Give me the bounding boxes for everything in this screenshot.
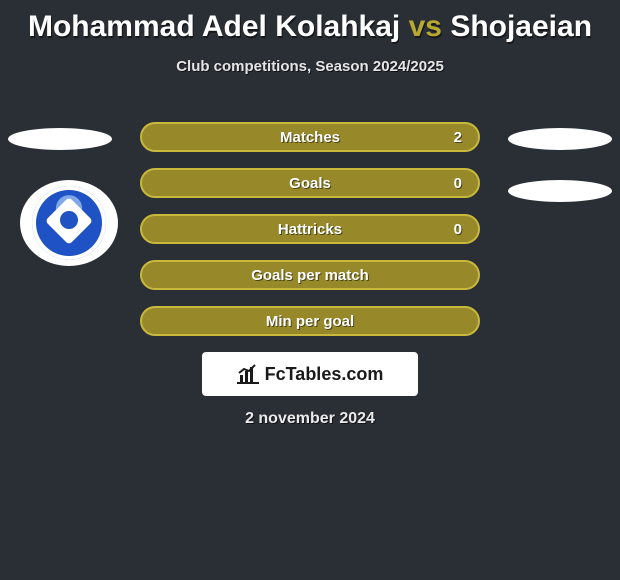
player2-photo-placeholder: [508, 128, 612, 150]
chart-icon: [237, 364, 259, 384]
fctables-watermark[interactable]: FcTables.com: [202, 352, 418, 396]
player2-club-placeholder: [508, 180, 612, 202]
stat-label: Goals per match: [251, 267, 369, 284]
stat-label: Hattricks: [278, 221, 342, 238]
stat-bar: Goals 0: [140, 168, 480, 198]
stat-value: 2: [454, 129, 462, 146]
club-crest-icon: [32, 186, 106, 260]
stat-label: Goals: [289, 175, 331, 192]
stat-bars: Matches 2 Goals 0 Hattricks 0 Goals per match M…: [140, 122, 480, 352]
subtitle: Club competitions, Season 2024/2025: [0, 58, 620, 75]
stat-bar: Hattricks 0: [140, 214, 480, 244]
player2-name: Shojaeian: [450, 10, 592, 43]
watermark-text: FcTables.com: [265, 364, 384, 385]
stat-bar: Goals per match: [140, 260, 480, 290]
stat-label: Min per goal: [266, 313, 354, 330]
stat-bar: Matches 2: [140, 122, 480, 152]
comparison-title: Mohammad Adel Kolahkaj vs Shojaeian: [0, 0, 620, 44]
date-text: 2 november 2024: [0, 410, 620, 428]
player1-club-badge: [20, 180, 118, 266]
stat-bar: Min per goal: [140, 306, 480, 336]
player1-photo-placeholder: [8, 128, 112, 150]
stat-value: 0: [454, 221, 462, 238]
vs-text: vs: [409, 10, 442, 43]
stat-label: Matches: [280, 129, 340, 146]
player1-name: Mohammad Adel Kolahkaj: [28, 10, 400, 43]
stat-value: 0: [454, 175, 462, 192]
